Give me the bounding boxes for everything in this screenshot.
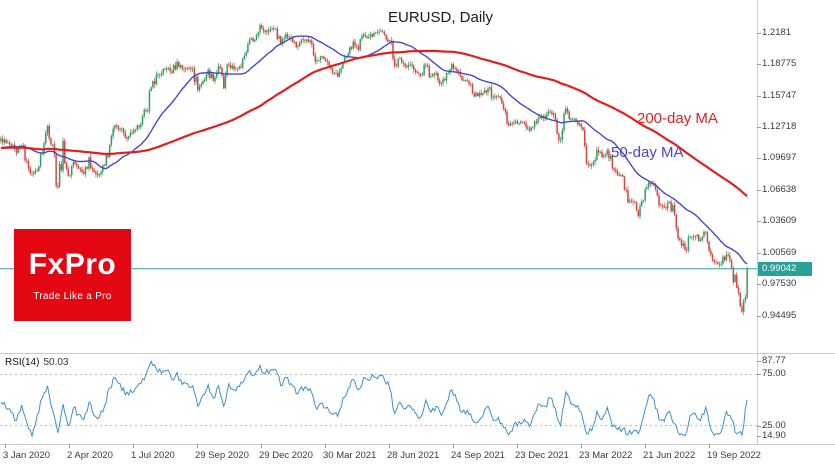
- date-axis-tickmark: [581, 444, 582, 448]
- date-axis-label: 24 Sep 2021: [451, 450, 505, 461]
- panel-divider-line: [0, 353, 835, 354]
- date-axis-label: 23 Mar 2022: [579, 450, 633, 461]
- rsi-axis-tickmark: [757, 374, 761, 376]
- date-axis-tickmark: [453, 444, 454, 448]
- fxpro-logo-tagline: Trade Like a Pro: [33, 291, 112, 302]
- rsi-axis-label: 87.77: [762, 355, 786, 367]
- rsi-axis-label: 14.90: [762, 429, 786, 441]
- rsi-name: RSI(14): [5, 357, 40, 368]
- rsi-axis-tickmark: [757, 425, 761, 427]
- price-axis-tickmark: [757, 127, 761, 129]
- chart-title: EURUSD, Daily: [388, 9, 494, 26]
- date-axis-label: 2 Apr 2020: [67, 450, 113, 461]
- price-axis-label: 0.94495: [762, 309, 797, 321]
- price-axis-tickmark: [757, 315, 761, 317]
- rsi-axis-tickmark: [757, 361, 761, 363]
- current-price-tag: 0.99042: [758, 261, 812, 276]
- ma200-label: 200-day MA: [637, 110, 718, 127]
- date-axis-label: 29 Sep 2020: [195, 450, 249, 461]
- price-axis-label: 1.03609: [762, 215, 797, 227]
- price-axis-label: 1.2181: [762, 27, 792, 39]
- date-axis-label: 23 Dec 2021: [515, 450, 569, 461]
- date-axis-tickmark: [197, 444, 198, 448]
- x-axis-line: [0, 444, 835, 445]
- price-axis-label: 1.00569: [762, 246, 797, 258]
- rsi-line: [0, 360, 748, 438]
- price-axis-tickmark: [757, 190, 761, 192]
- current-price-value: 0.99042: [762, 262, 797, 274]
- price-axis-label: 1.15747: [762, 89, 797, 101]
- date-axis-label: 28 Jun 2021: [387, 450, 440, 461]
- rsi-axis-label: 25.00: [762, 419, 786, 431]
- date-axis-tickmark: [645, 444, 646, 448]
- date-axis-label: 21 Jun 2022: [643, 450, 696, 461]
- candles-group: [0, 23, 748, 316]
- price-axis-label: 1.06638: [762, 184, 797, 196]
- date-axis-label: 1 Jul 2020: [131, 450, 175, 461]
- date-axis-label: 19 Sep 2022: [707, 450, 761, 461]
- price-axis-tickmark: [757, 158, 761, 160]
- date-axis-tickmark: [389, 444, 390, 448]
- price-axis-label: 0.97530: [762, 278, 797, 290]
- date-axis-label: 29 Dec 2020: [259, 450, 313, 461]
- price-axis-label: 1.18775: [762, 58, 797, 70]
- ma50-label: 50-day MA: [611, 144, 684, 161]
- date-axis-tickmark: [133, 444, 134, 448]
- price-chart-canvas[interactable]: [0, 0, 757, 352]
- date-axis-tickmark: [5, 444, 6, 448]
- date-axis-tickmark: [709, 444, 710, 448]
- date-axis-tickmark: [69, 444, 70, 448]
- fxpro-logo-text: FxPro: [28, 248, 117, 281]
- date-axis-label: 3 Jan 2020: [3, 450, 51, 461]
- price-axis-tickmark: [757, 33, 761, 35]
- date-axis-tickmark: [517, 444, 518, 448]
- price-axis-label: 1.12718: [762, 121, 797, 133]
- price-axis-tickmark: [757, 284, 761, 286]
- price-axis-tickmark: [757, 252, 761, 254]
- rsi-chart-canvas[interactable]: [0, 354, 757, 443]
- price-axis-label: 1.09697: [762, 152, 797, 164]
- date-axis-label: 30 Mar 2021: [323, 450, 377, 461]
- date-axis-tickmark: [325, 444, 326, 448]
- 50-day-ma-line: [0, 35, 748, 265]
- date-axis-tickmark: [261, 444, 262, 448]
- price-axis-tickmark: [757, 221, 761, 223]
- price-axis-tickmark: [757, 64, 761, 66]
- price-axis-tickmark: [757, 95, 761, 97]
- 200-day-ma-line: [0, 49, 748, 197]
- fxpro-logo: FxPro Trade Like a Pro: [14, 229, 131, 321]
- rsi-indicator-label: RSI(14) 50.03: [5, 357, 68, 368]
- rsi-axis-label: 75.00: [762, 368, 786, 380]
- rsi-axis-tickmark: [757, 435, 761, 437]
- rsi-value: 50.03: [43, 357, 69, 368]
